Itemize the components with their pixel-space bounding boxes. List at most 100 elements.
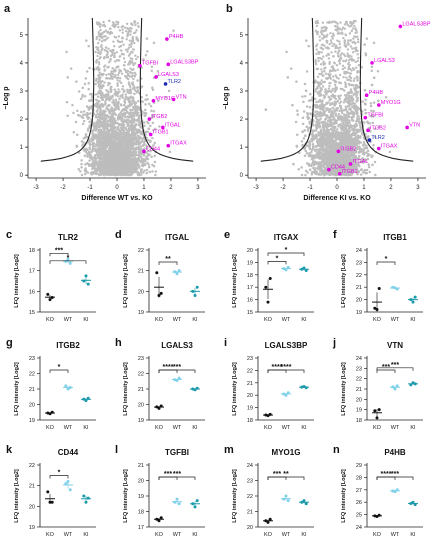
data-point — [138, 124, 142, 127]
data-point — [114, 129, 117, 133]
data-point — [108, 141, 112, 145]
data-point — [131, 98, 135, 101]
data-point — [99, 73, 102, 76]
data-point — [120, 36, 124, 40]
data-point — [103, 69, 106, 72]
data-point — [151, 113, 154, 117]
data-point — [147, 121, 150, 125]
data-point — [131, 108, 134, 112]
data-point — [84, 77, 88, 80]
data-point — [98, 104, 102, 107]
data-point — [106, 135, 109, 138]
data-point — [131, 36, 134, 40]
data-point — [108, 82, 112, 85]
data-point — [100, 44, 103, 47]
point-label-tgfbi: TGFBI — [142, 61, 159, 67]
data-point — [301, 122, 305, 126]
panel-label-b: b — [226, 3, 233, 15]
data-point — [121, 121, 124, 125]
data-point — [96, 112, 99, 116]
data-point — [107, 156, 111, 160]
data-point — [142, 144, 145, 147]
data-point — [115, 66, 118, 69]
data-point — [114, 106, 117, 110]
data-point — [117, 154, 120, 157]
data-point — [304, 173, 307, 177]
data-point — [113, 92, 116, 95]
data-point — [146, 97, 149, 101]
data-point — [320, 72, 323, 76]
data-point — [374, 173, 377, 177]
data-point — [113, 103, 116, 106]
data-point — [310, 99, 314, 102]
data-point — [135, 29, 138, 32]
data-point — [99, 109, 102, 113]
data-point — [129, 170, 133, 174]
data-point — [145, 168, 149, 172]
data-point — [123, 107, 126, 111]
data-point — [89, 112, 92, 115]
data-point — [384, 95, 388, 99]
data-point — [139, 155, 143, 159]
data-point — [119, 131, 123, 134]
data-point — [105, 114, 108, 118]
data-point — [118, 68, 121, 72]
data-point — [368, 170, 371, 174]
data-point — [102, 109, 105, 113]
point-label-itgb1: ITGB1 — [153, 129, 169, 135]
data-point — [151, 170, 154, 173]
data-point — [116, 133, 120, 136]
data-point — [331, 118, 334, 121]
data-point — [132, 105, 135, 109]
data-point — [308, 92, 312, 96]
data-point — [147, 138, 150, 142]
data-point — [90, 163, 93, 166]
data-point — [121, 170, 124, 173]
data-point — [86, 155, 89, 158]
data-point — [343, 89, 346, 92]
data-point — [147, 163, 151, 166]
data-point — [87, 164, 91, 167]
data-point — [97, 131, 100, 134]
data-point — [172, 29, 175, 32]
data-point — [107, 109, 110, 112]
data-point — [137, 145, 141, 148]
data-point — [132, 39, 135, 42]
data-point — [97, 163, 101, 166]
data-point — [305, 152, 309, 155]
data-point — [109, 149, 113, 153]
data-point — [127, 81, 131, 84]
data-point — [97, 154, 100, 158]
data-point — [76, 133, 79, 136]
data-point — [127, 151, 130, 155]
data-point — [86, 162, 89, 165]
significance-curve — [40, 17, 95, 162]
data-point — [99, 132, 102, 135]
y-axis-label: −Log p — [3, 86, 10, 109]
data-point — [99, 91, 103, 95]
data-point — [148, 170, 151, 174]
data-point — [371, 121, 375, 125]
data-point — [151, 121, 155, 125]
data-point — [136, 22, 139, 25]
highlight-point — [165, 37, 169, 41]
y-tick-label: 2 — [20, 117, 24, 123]
data-point — [134, 54, 137, 57]
data-point — [91, 124, 95, 127]
data-point — [147, 165, 151, 169]
data-point — [328, 124, 331, 128]
data-point — [301, 116, 305, 120]
data-point — [99, 81, 103, 85]
data-point — [132, 77, 135, 81]
data-point — [95, 37, 98, 41]
data-point — [116, 163, 119, 166]
data-point — [307, 127, 310, 130]
data-point — [130, 27, 133, 30]
data-point — [132, 68, 135, 71]
data-point — [110, 143, 114, 147]
data-point — [85, 39, 88, 42]
data-point — [117, 40, 120, 43]
data-point — [134, 101, 138, 105]
data-point — [90, 171, 94, 174]
data-point — [109, 172, 112, 176]
